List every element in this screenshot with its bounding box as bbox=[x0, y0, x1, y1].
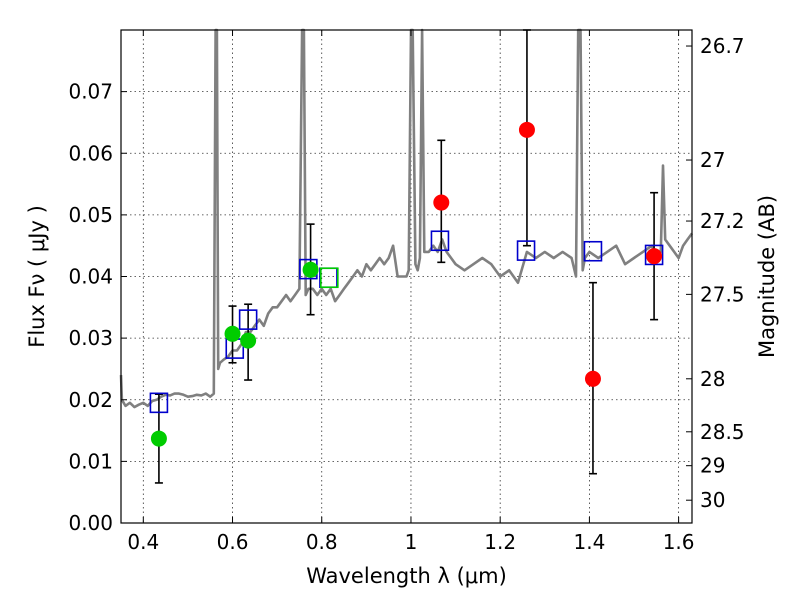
y-tick-label: 0.05 bbox=[68, 203, 113, 227]
open-square-marker bbox=[430, 230, 450, 252]
filled-circle-marker bbox=[224, 325, 241, 342]
x-tick-label: 0.8 bbox=[306, 530, 338, 554]
x-tick-label: 1.2 bbox=[484, 530, 516, 554]
y-tick-label: 0.07 bbox=[68, 80, 113, 104]
right-tick-label: 27.2 bbox=[700, 209, 745, 233]
right-axis-title: Magnitude (AB) bbox=[755, 195, 779, 358]
x-tick-label: 1.6 bbox=[663, 530, 695, 554]
x-tick-label: 1 bbox=[405, 530, 418, 554]
open-square-marker bbox=[319, 267, 338, 289]
y-tick-label: 0.02 bbox=[68, 388, 113, 412]
filled-circle-marker bbox=[433, 194, 450, 211]
tick-layer: 0.4 0.6 0.8 1 1.2 1.4 1.6 0.00 0.01 0.02 0.03 0.04 0… bbox=[68, 30, 745, 554]
filled-circle-marker bbox=[240, 332, 257, 349]
x-tick-label: 1.4 bbox=[573, 530, 605, 554]
filled-circle-marker bbox=[302, 261, 319, 278]
right-tick-label: 28.5 bbox=[700, 420, 745, 444]
x-tick-label: 0.4 bbox=[127, 530, 159, 554]
open-square-marker bbox=[583, 240, 603, 262]
right-tick-label: 29 bbox=[700, 454, 725, 478]
filled-circle-marker bbox=[646, 248, 663, 265]
x-axis-title: Wavelength λ (μm) bbox=[306, 564, 507, 588]
open-square-marker bbox=[149, 392, 169, 414]
y-tick-label: 0.06 bbox=[68, 141, 113, 165]
right-tick-label: 27 bbox=[700, 148, 725, 172]
filled-circle-marker bbox=[584, 370, 601, 387]
open-square-marker bbox=[320, 267, 339, 289]
spectrum-line bbox=[119, 28, 694, 409]
marker-layer bbox=[149, 121, 664, 447]
right-tick-label: 26.7 bbox=[700, 34, 745, 58]
y-tick-label: 0.03 bbox=[68, 326, 113, 350]
x-tick-label: 0.6 bbox=[217, 530, 249, 554]
open-square-marker bbox=[644, 244, 664, 266]
y-axis-title: Flux Fν ( μJy ) bbox=[25, 205, 49, 348]
filled-circle-marker bbox=[518, 121, 535, 138]
filled-circle-marker bbox=[150, 430, 167, 447]
y-tick-label: 0.01 bbox=[68, 449, 113, 473]
right-tick-label: 27.5 bbox=[700, 282, 745, 306]
y-tick-label: 0.04 bbox=[68, 265, 113, 289]
open-square-marker bbox=[238, 309, 258, 330]
spectrum-layer bbox=[119, 28, 694, 409]
y-tick-label: 0.00 bbox=[68, 511, 113, 535]
open-square-marker bbox=[516, 240, 536, 261]
right-tick-label: 30 bbox=[700, 488, 725, 512]
right-tick-label: 28 bbox=[700, 367, 725, 391]
